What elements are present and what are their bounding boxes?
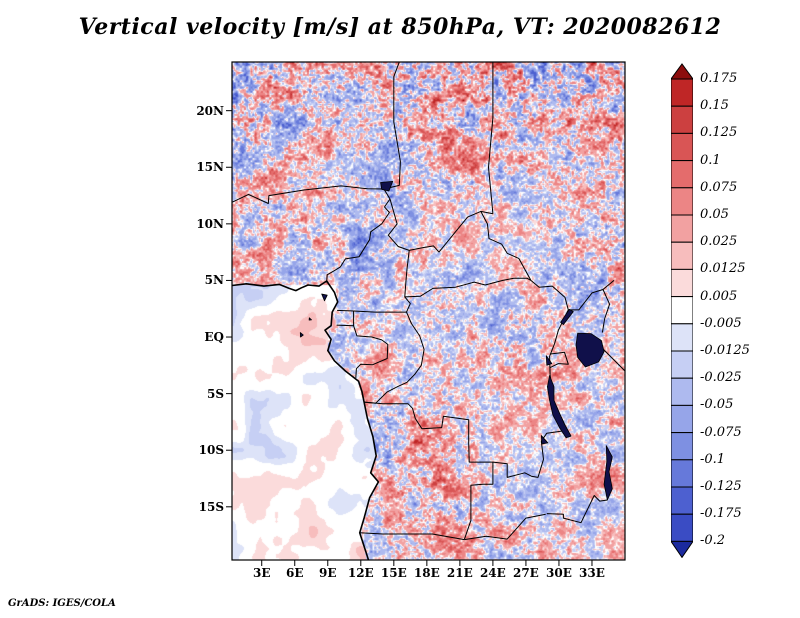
country-border [568, 280, 615, 311]
lake [547, 375, 572, 439]
country-border [404, 277, 532, 298]
country-border [492, 430, 563, 478]
colorbar-label: 0.05 [700, 207, 729, 222]
country-border [480, 211, 532, 281]
colorbar-segment [671, 132, 693, 162]
colorbar [671, 63, 693, 558]
y-tick-label: 15N [196, 160, 224, 175]
y-tick-label: 5S [206, 386, 224, 401]
colorbar-segment [671, 350, 693, 379]
country-border [337, 309, 407, 313]
lake [380, 181, 394, 192]
x-tick-label: 24E [479, 566, 506, 580]
colorbar-label: 0.1 [700, 152, 721, 168]
colorbar-segment [671, 377, 693, 406]
colorbar-segment [671, 459, 693, 488]
country-border [383, 62, 401, 190]
colorbar-segment [671, 63, 693, 80]
colorbar-label: 0.0125 [700, 261, 746, 277]
colorbar-segment [671, 404, 693, 434]
colorbar-label: -0.1 [700, 451, 726, 467]
coastline [232, 280, 380, 560]
country-border [464, 513, 546, 541]
colorbar-segment [671, 513, 693, 542]
y-tick-label: 20N [196, 103, 224, 118]
colorbar-segment [671, 78, 693, 107]
colorbar-segment [671, 486, 693, 515]
lake [545, 355, 553, 366]
y-tick-label: 5N [204, 273, 224, 288]
country-border [364, 311, 425, 404]
colorbar-label: 0.15 [700, 98, 729, 114]
country-border [546, 495, 608, 524]
colorbar-segment [671, 105, 693, 134]
country-border [463, 462, 494, 540]
map-borders-overlay [226, 61, 626, 566]
colorbar-label: -0.075 [700, 424, 742, 440]
lake [308, 317, 312, 321]
country-border [336, 311, 355, 327]
country-border [359, 532, 465, 541]
y-tick-label: EQ [204, 330, 224, 345]
x-tick-label: 18E [413, 566, 440, 580]
lake [575, 332, 605, 368]
lake [540, 435, 549, 445]
colorbar-label: 0.125 [700, 125, 738, 141]
x-tick-label: 3E [252, 566, 271, 580]
x-tick-label: 12E [347, 566, 374, 580]
colorbar-label: -0.0125 [700, 343, 750, 358]
colorbar-label: 0.025 [700, 234, 738, 250]
lake [560, 308, 574, 325]
lake [321, 293, 328, 302]
country-border [353, 325, 389, 378]
colorbar-label: -0.2 [700, 533, 726, 549]
country-border [404, 250, 411, 313]
colorbar-segment [671, 187, 693, 216]
y-tick-label: 10S [198, 443, 224, 458]
colorbar-segment [671, 241, 693, 270]
plot-title: Vertical velocity [m/s] at 850hPa, VT: 2… [78, 14, 722, 40]
country-border [364, 401, 493, 463]
colorbar-segment [671, 540, 693, 558]
plot-frame [231, 61, 626, 561]
country-border [601, 289, 611, 333]
x-tick-label: 30E [546, 566, 572, 580]
colorbar-label: 0.175 [700, 71, 738, 86]
colorbar-label: 0.075 [700, 179, 738, 195]
x-tick-label: 27E [512, 566, 539, 580]
velocity-field-canvas [232, 62, 625, 560]
country-border [232, 185, 384, 204]
colorbar-segment [671, 214, 693, 243]
colorbar-segment [671, 160, 693, 189]
colorbar-label: -0.175 [700, 506, 742, 522]
x-tick-label: 6E [285, 566, 304, 580]
y-tick-label: 10N [196, 216, 224, 231]
colorbar-segment [671, 296, 693, 325]
colorbar-segment [671, 432, 693, 461]
colorbar-label: -0.005 [700, 315, 742, 331]
x-tick-label: 33E [579, 566, 605, 580]
lake [299, 332, 304, 338]
x-tick-label: 15E [380, 566, 407, 580]
country-border [326, 188, 391, 282]
colorbar-segment [671, 268, 693, 298]
colorbar-label: 0.005 [700, 288, 738, 304]
x-tick-label: 9E [319, 566, 337, 580]
colorbar-label: -0.125 [700, 479, 742, 494]
colorbar-label: -0.025 [700, 370, 742, 386]
country-border [602, 348, 625, 372]
colorbar-segment [671, 323, 693, 352]
lake [603, 445, 613, 501]
colorbar-label: -0.05 [700, 397, 734, 413]
country-border [387, 198, 493, 253]
y-tick-label: 15S [198, 499, 224, 514]
grads-credit: GrADS: IGES/COLA [8, 598, 116, 609]
country-border [488, 62, 494, 214]
country-border [549, 351, 569, 369]
x-tick-label: 21E [446, 566, 473, 580]
